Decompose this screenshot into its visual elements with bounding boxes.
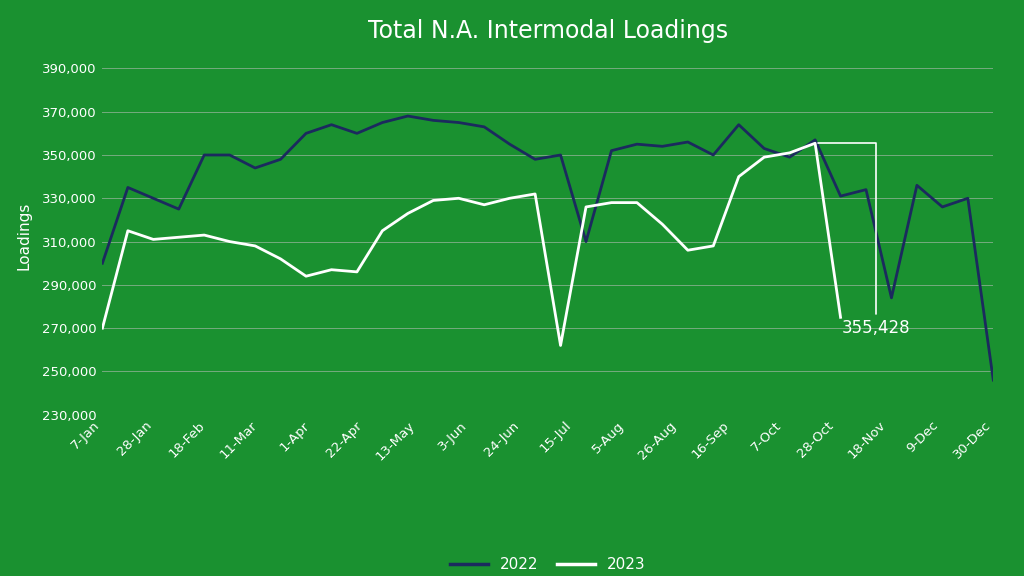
- Y-axis label: Loadings: Loadings: [16, 202, 31, 270]
- Text: 355,428: 355,428: [818, 143, 910, 337]
- Legend: 2022, 2023: 2022, 2023: [443, 551, 652, 576]
- Title: Total N.A. Intermodal Loadings: Total N.A. Intermodal Loadings: [368, 19, 728, 43]
